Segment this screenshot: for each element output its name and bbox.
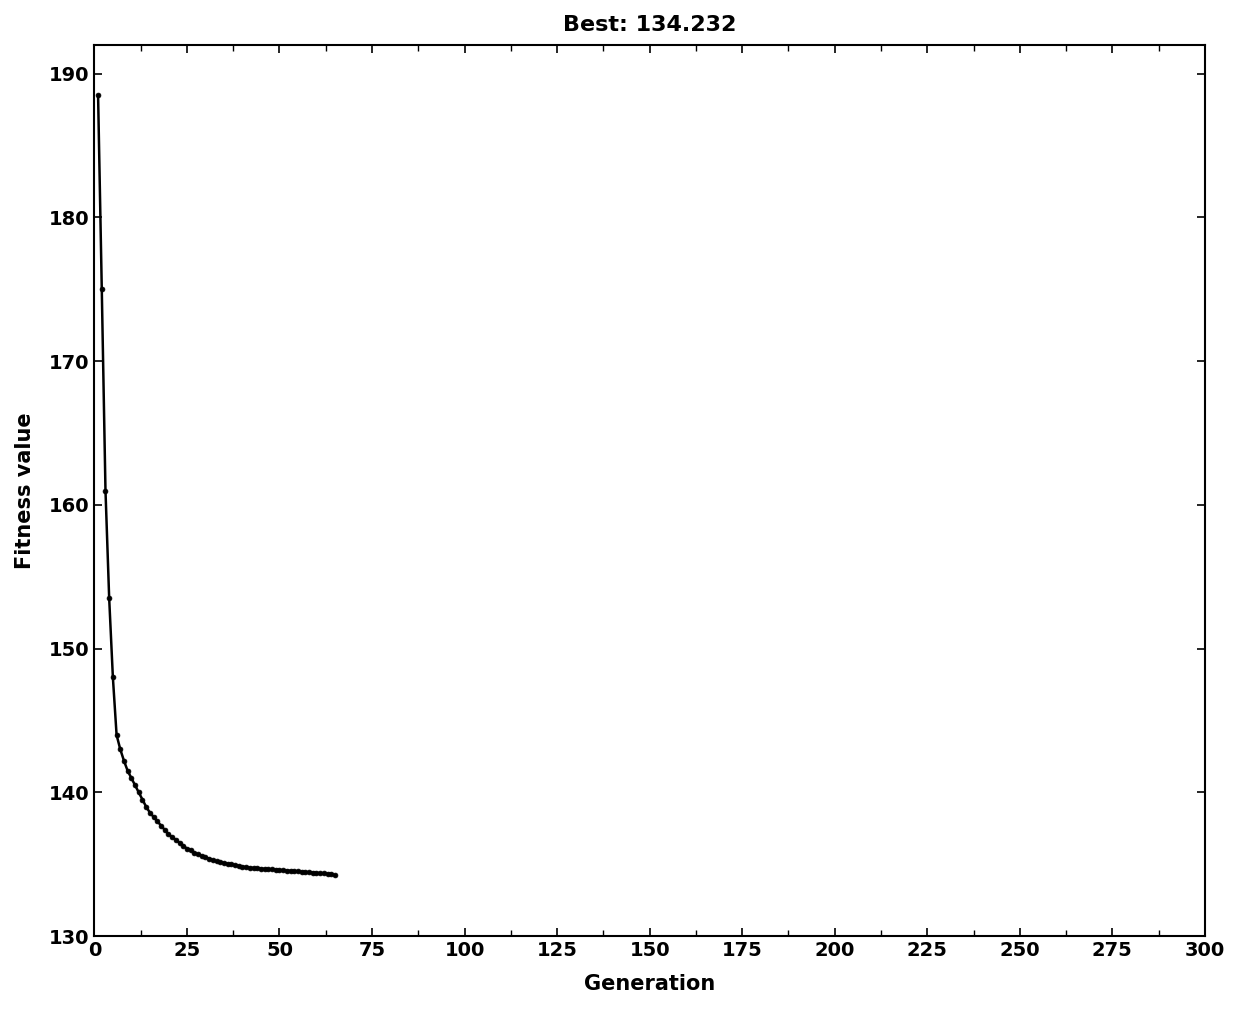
Y-axis label: Fitness value: Fitness value <box>15 413 35 569</box>
X-axis label: Generation: Generation <box>584 974 715 994</box>
Title: Best: 134.232: Best: 134.232 <box>563 15 737 35</box>
